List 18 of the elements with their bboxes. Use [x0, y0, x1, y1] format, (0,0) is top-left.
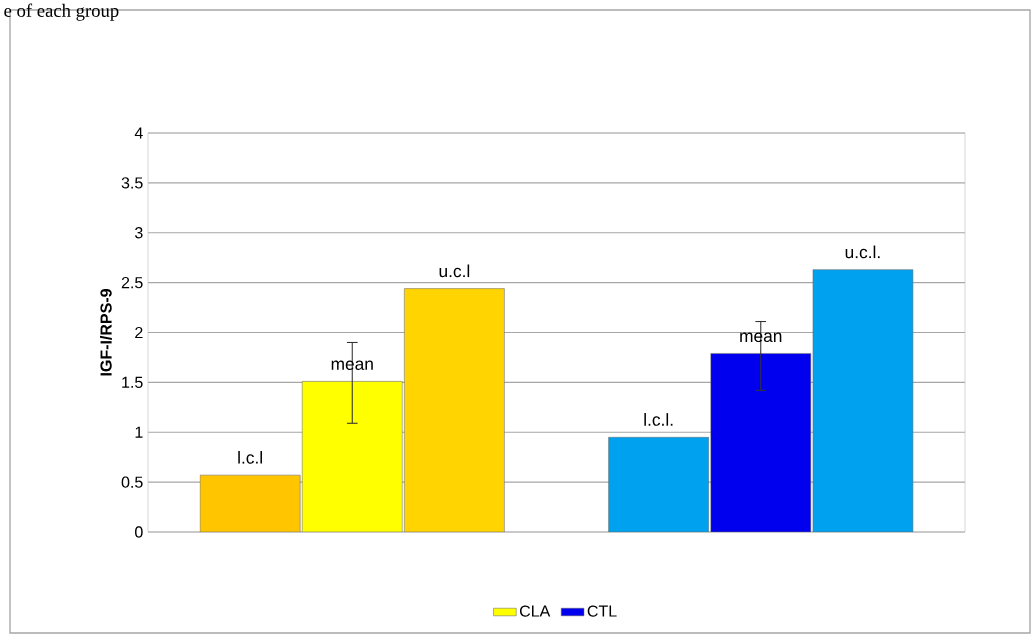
y-tick-label: 0 — [135, 526, 143, 538]
y-tick-label: 1.5 — [122, 376, 143, 388]
legend-label: CTL — [587, 605, 617, 617]
y-tick-label: 3 — [135, 227, 143, 239]
y-tick-label: 2 — [135, 326, 143, 339]
y-tick-label: 3.5 — [121, 177, 143, 189]
y-tick-label: 1 — [135, 426, 143, 438]
text: e of each group — [4, 3, 119, 21]
data-label: u.c.l. — [845, 245, 880, 259]
data-label: u.c.l — [439, 264, 470, 278]
data-label: l.c.l. — [644, 413, 673, 426]
y-tick-label: 4 — [134, 127, 143, 139]
bar — [812, 269, 914, 532]
data-label: l.c.l — [238, 451, 262, 464]
y-tick-label: 2.5 — [121, 276, 143, 289]
legend-label: CLA — [519, 605, 551, 617]
y-tick-label: 0.5 — [121, 476, 143, 488]
y-axis-title: IGF-I/RPS-9 — [99, 289, 112, 376]
